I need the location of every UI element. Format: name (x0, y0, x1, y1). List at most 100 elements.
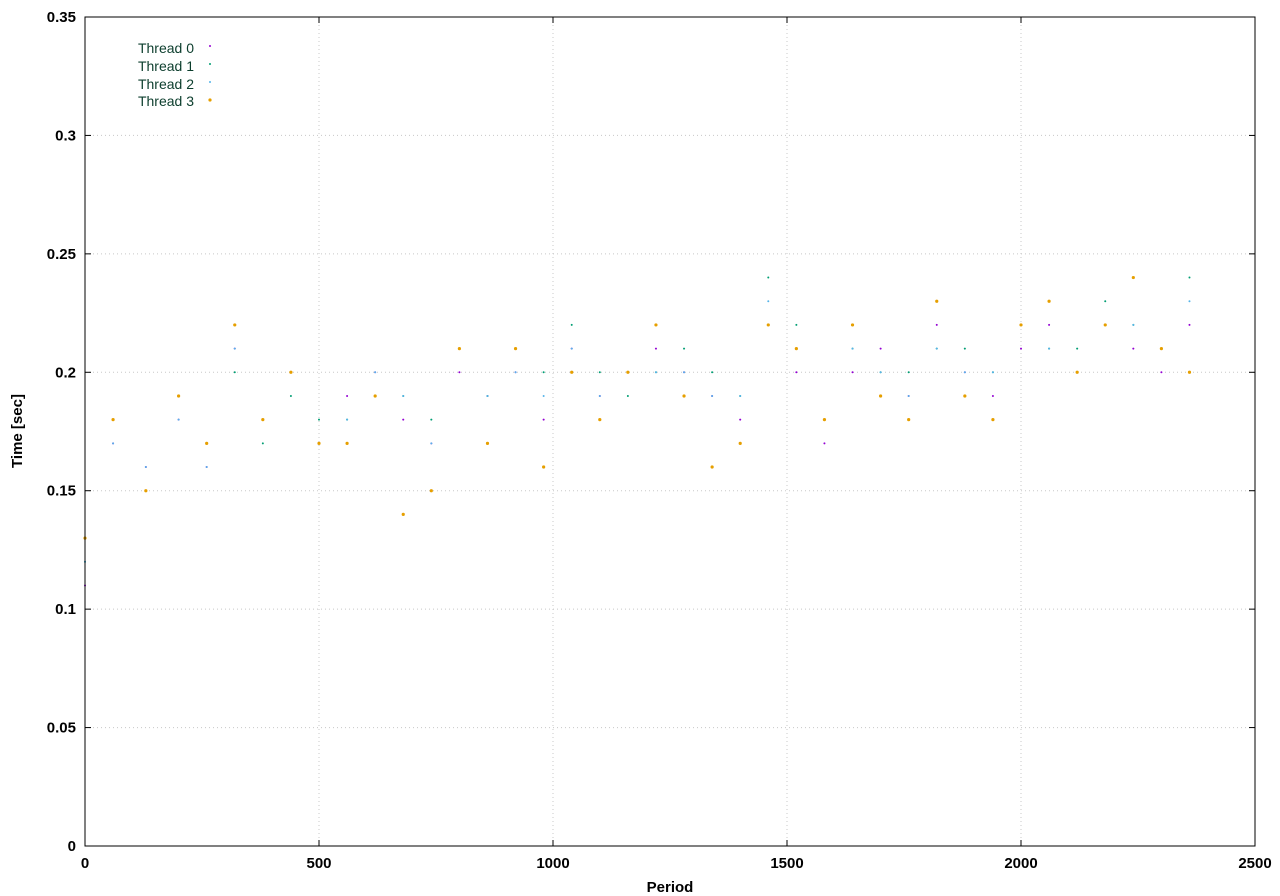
data-point (542, 465, 546, 469)
data-point (373, 394, 377, 398)
data-point (430, 442, 433, 445)
data-point (429, 489, 433, 493)
y-tick-label: 0 (68, 838, 76, 855)
legend: Thread 0 Thread 1 Thread 2 Thread 3 (138, 40, 212, 109)
data-point (598, 371, 601, 374)
data-point (374, 371, 377, 374)
data-point (1132, 347, 1135, 350)
data-point (626, 370, 630, 374)
data-point (935, 323, 938, 326)
data-point (1076, 347, 1079, 350)
axis-ticks: 0 500 1000 1500 2000 2500 0 0.05 0.1 0.15 0.2 0.25 0… (47, 9, 1272, 872)
data-point (1103, 323, 1107, 327)
x-tick-label: 2000 (1004, 855, 1037, 872)
data-point (485, 441, 490, 445)
legend-marker (209, 81, 211, 83)
data-point (401, 512, 405, 517)
data-point (570, 370, 574, 374)
data-point (907, 394, 910, 397)
data-point (1188, 300, 1191, 303)
data-point (345, 441, 349, 445)
y-tick-label: 0.3 (55, 127, 76, 144)
plot-frame (84, 16, 1256, 847)
data-point (822, 418, 827, 422)
legend-markers (208, 45, 212, 102)
legend-marker (209, 63, 211, 65)
data-point (317, 441, 321, 445)
data-point (542, 418, 545, 421)
data-point (177, 394, 181, 398)
x-axis-title: Period (647, 879, 694, 896)
data-point (907, 418, 911, 422)
data-point (851, 347, 854, 350)
legend-marker (208, 98, 212, 102)
data-point (1188, 276, 1191, 279)
data-point (1104, 300, 1107, 303)
data-point (738, 441, 742, 445)
data-point (935, 347, 938, 350)
y-tick-label: 0.05 (47, 720, 76, 737)
data-point (144, 489, 148, 493)
y-tick-label: 0.25 (47, 246, 76, 263)
data-point (795, 371, 798, 374)
data-point (907, 371, 910, 374)
data-point (1131, 275, 1135, 280)
data-point (542, 394, 545, 397)
data-point (991, 371, 994, 374)
data-point (1188, 323, 1191, 326)
data-point (261, 442, 264, 445)
legend-label-thread-3: Thread 3 (138, 93, 194, 109)
data-point (233, 371, 236, 374)
data-point (1132, 323, 1135, 326)
data-point (1075, 370, 1079, 374)
x-tick-label: 500 (306, 855, 331, 872)
data-point (767, 276, 770, 279)
data-point (991, 394, 994, 397)
data-point (112, 442, 115, 445)
data-point (711, 371, 714, 374)
data-point (683, 371, 686, 374)
data-point (542, 371, 545, 374)
series-3 (83, 275, 1192, 540)
data-point (850, 323, 855, 327)
data-point (486, 394, 489, 397)
data-point (233, 323, 237, 327)
series-2 (84, 300, 1191, 563)
data-point (626, 394, 629, 397)
data-point (710, 465, 714, 469)
legend-label-thread-2: Thread 2 (138, 76, 194, 92)
data-point (457, 347, 461, 351)
data-point (205, 466, 208, 469)
data-point (879, 394, 883, 398)
data-point (767, 300, 770, 303)
data-point (458, 371, 461, 374)
data-point (879, 347, 882, 350)
data-point (233, 347, 236, 350)
data-point (654, 323, 658, 327)
data-point (683, 347, 686, 350)
data-point (991, 418, 995, 422)
data-point (514, 371, 517, 374)
x-tick-label: 1500 (770, 855, 803, 872)
data-point (963, 371, 966, 374)
data-point (570, 347, 573, 350)
data-point (570, 323, 573, 326)
legend-label-thread-0: Thread 0 (138, 40, 194, 56)
data-point (346, 394, 349, 397)
data-point (513, 347, 518, 351)
data-point (346, 418, 349, 421)
data-point (766, 323, 770, 327)
data-point (711, 394, 714, 397)
data-point (1187, 370, 1192, 374)
series-0 (84, 323, 1191, 587)
x-tick-label: 1000 (536, 855, 569, 872)
data-point (879, 371, 882, 374)
x-tick-label: 0 (81, 855, 89, 872)
series-1 (84, 276, 1191, 563)
data-point (111, 418, 115, 422)
data-point (851, 371, 854, 374)
data-point (289, 370, 293, 374)
y-axis-title: Time [sec] (9, 394, 26, 468)
data-point (1019, 323, 1023, 327)
legend-marker (209, 45, 211, 47)
